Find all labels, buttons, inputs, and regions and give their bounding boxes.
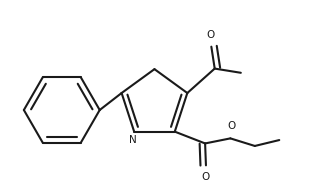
Text: O: O — [227, 121, 235, 131]
Text: O: O — [202, 172, 210, 182]
Text: N: N — [129, 135, 137, 145]
Text: O: O — [206, 30, 214, 40]
